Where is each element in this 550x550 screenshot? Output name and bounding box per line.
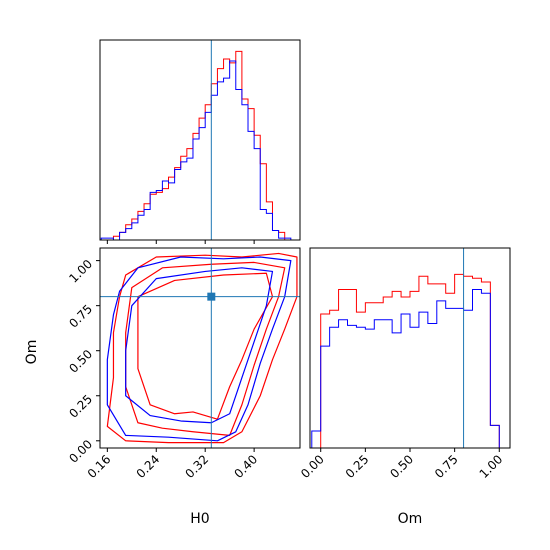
contour-0 <box>106 252 298 444</box>
contour-ytick-label-2: 0.50 <box>66 347 95 376</box>
hist-om-panel: 0.00 0.25 0.50 0.75 1.00 <box>298 247 511 481</box>
hist-om-xtick-label-4: 1.00 <box>477 452 506 481</box>
contour-xtick-label-1: 0.24 <box>134 452 163 481</box>
hist-om-series-1 <box>311 289 509 449</box>
hist-om-series-0 <box>311 273 509 449</box>
contour-h0-om-panel: 0.16 0.24 0.32 0.40 0.00 0.25 0.50 0.75 1.00 <box>66 247 301 481</box>
hist-h0-series-1 <box>100 60 297 241</box>
contour-1 <box>125 261 286 436</box>
x-axis-label-om: Om <box>398 511 423 527</box>
contour-ytick-label-3: 0.75 <box>66 302 95 331</box>
y-axis-label-om: Om <box>24 340 40 365</box>
contour-ytick-label-0: 0.00 <box>66 437 95 466</box>
hist-om-xtick-label-0: 0.00 <box>298 452 327 481</box>
truth-marker <box>207 292 216 301</box>
contour-xtick-label-2: 0.32 <box>183 452 212 481</box>
contour-ytick-label-1: 0.25 <box>66 392 95 421</box>
contour-ytick-label-4: 1.00 <box>66 257 95 286</box>
contour-xtick-label-0: 0.16 <box>85 452 114 481</box>
hist-h0-series-0 <box>101 50 297 241</box>
contour-frame <box>99 247 301 449</box>
hist-om-xtick-label-1: 0.25 <box>343 452 372 481</box>
contour-xtick-label-3: 0.40 <box>231 452 260 481</box>
hist-om-xtick-label-3: 0.75 <box>432 452 461 481</box>
hist-om-xtick-label-2: 0.50 <box>387 452 416 481</box>
x-axis-label-h0: H0 <box>190 511 209 527</box>
contour-3 <box>106 256 292 442</box>
contour-4 <box>125 267 274 424</box>
hist-h0-panel <box>99 39 301 244</box>
hist-h0-frame <box>99 39 301 241</box>
contour-2 <box>137 272 274 420</box>
hist-om-frame <box>309 247 511 449</box>
